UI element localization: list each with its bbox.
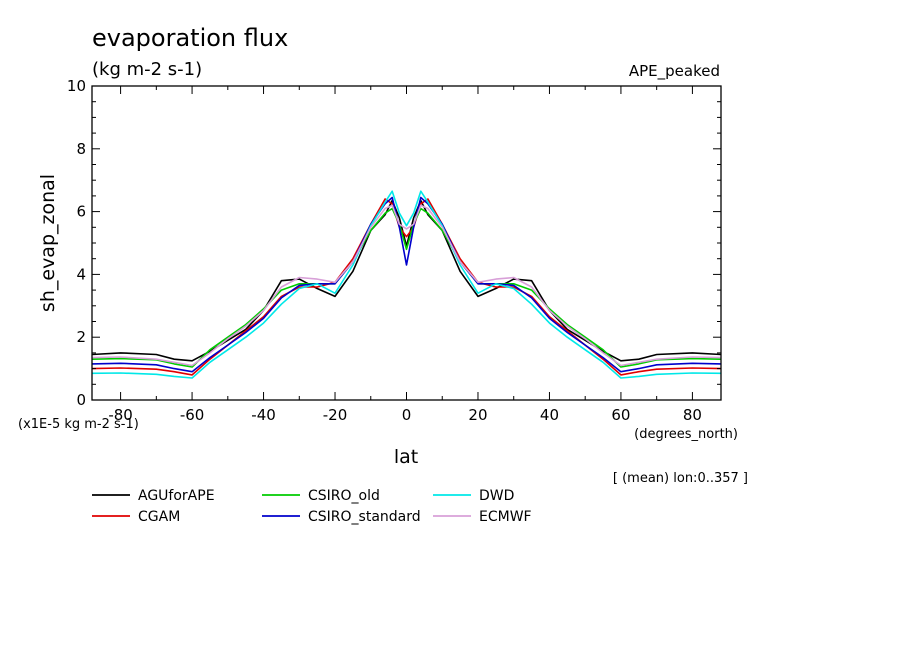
series-line-ecmwf xyxy=(91,204,722,367)
x-tick-label: 40 xyxy=(540,406,559,424)
x-axis-label: lat xyxy=(394,446,418,468)
x-tick-label: -20 xyxy=(323,406,348,424)
plot-frame xyxy=(91,85,722,401)
axis-layer: -80 -60 -40 -20 0 20 40 60 80 0 2 4 6 8 10 xyxy=(67,77,721,424)
x-tick-label: -60 xyxy=(180,406,205,424)
x-tick-label: 80 xyxy=(683,406,702,424)
chart-title: evaporation flux xyxy=(92,24,288,52)
legend-label-csiro-standard: CSIRO_standard xyxy=(308,509,421,525)
legend-label-dwd: DWD xyxy=(479,488,514,504)
legend-label-csiro-old: CSIRO_old xyxy=(308,488,380,504)
y-tick-label: 8 xyxy=(76,140,86,158)
legend: AGUforAPE CGAM CSIRO_old CSIRO_standard DWD E… xyxy=(92,488,532,525)
series-line-aguforape xyxy=(91,199,722,362)
series-layer xyxy=(91,190,722,379)
mean-note: [ (mean) lon:0..357 ] xyxy=(613,471,748,486)
y-tick-label: 6 xyxy=(76,203,86,221)
experiment-label: APE_peaked xyxy=(629,62,720,81)
x-tick-label: 0 xyxy=(402,406,412,424)
series-line-csiro-old xyxy=(91,207,722,368)
series-line-csiro-standard xyxy=(91,196,722,373)
y-scale-note: (x1E-5 kg m-2 s-1) xyxy=(18,417,139,432)
legend-label-aguforape: AGUforAPE xyxy=(138,488,215,504)
series-line-dwd xyxy=(91,190,722,379)
x-tick-label: 20 xyxy=(468,406,487,424)
y-tick-label: 4 xyxy=(76,265,86,283)
x-tick-label: -80 xyxy=(108,406,133,424)
y-tick-label: 0 xyxy=(76,391,86,409)
y-tick-label: 10 xyxy=(67,77,86,95)
x-units-label: (degrees_north) xyxy=(634,427,738,442)
x-tick-label: 60 xyxy=(611,406,630,424)
chart-units: (kg m-2 s-1) xyxy=(92,59,202,80)
x-tick-label: -40 xyxy=(251,406,276,424)
y-axis-label: sh_evap_zonal xyxy=(37,174,59,312)
y-tick-label: 2 xyxy=(76,328,86,346)
legend-label-cgam: CGAM xyxy=(138,509,180,525)
legend-label-ecmwf: ECMWF xyxy=(479,509,532,525)
